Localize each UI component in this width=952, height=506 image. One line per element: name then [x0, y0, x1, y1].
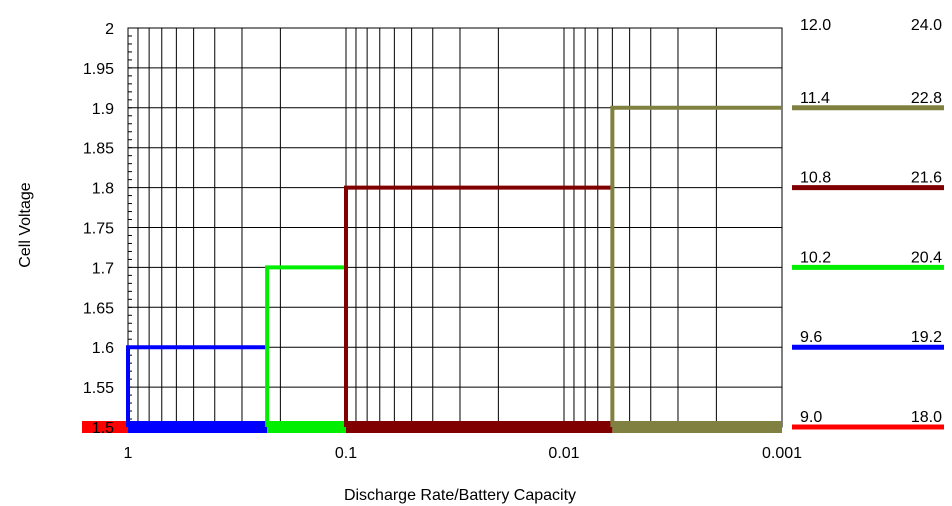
y-tick-label: 1.6: [92, 340, 114, 357]
side-label-24v: 24.0: [911, 17, 942, 34]
side-label-24v: 22.8: [911, 90, 942, 107]
side-label-12v: 9.6: [800, 329, 822, 346]
x-tick-labels: 1 0.1 0.01 0.001: [124, 445, 803, 462]
series-step-line: [265, 265, 346, 427]
y-tick-label: 1.75: [83, 221, 114, 238]
series-step-line: [126, 345, 268, 427]
x-axis-title: Discharge Rate/Battery Capacity: [344, 487, 576, 504]
y-tick-label: 1.65: [83, 300, 114, 317]
y-tick-label: 1.95: [83, 61, 114, 78]
side-label-12v: 10.8: [800, 170, 831, 187]
y-tick-label: 1.8: [92, 181, 114, 198]
side-label-24v: 18.0: [911, 409, 942, 426]
side-label-12v: 12.0: [800, 17, 831, 34]
y-axis-title: Cell Voltage: [17, 182, 34, 267]
right-side-labels: 12.0 24.0 11.4 22.8 10.8 21.6 10.2 20.4 9.6 19.2 9…: [792, 17, 944, 430]
side-label-12v: 9.0: [800, 409, 822, 426]
side-label-12v: 11.4: [800, 90, 830, 107]
x-tick-label: 0.1: [335, 445, 357, 462]
series-step-line: [610, 105, 782, 427]
y-tick-label: 1.9: [92, 101, 114, 118]
x-tick-label: 0.001: [762, 445, 802, 462]
y-tick-labels: 2 1.95 1.9 1.85 1.8 1.75 1.7 1.65 1.6 1.55 1.5: [83, 21, 114, 437]
y-tick-label: 1.5: [92, 420, 114, 437]
y-tick-label: 1.85: [83, 141, 114, 158]
x-tick-label: 0.01: [548, 445, 579, 462]
grid: [127, 27, 783, 428]
series-step-line: [344, 185, 613, 427]
side-label-12v: 10.2: [800, 249, 831, 266]
y-tick-label: 2: [105, 21, 114, 38]
side-label-24v: 20.4: [911, 249, 942, 266]
x-tick-label: 1: [124, 445, 133, 462]
y-tick-label: 1.55: [83, 380, 114, 397]
series-lines: [82, 105, 782, 433]
side-label-24v: 21.6: [911, 170, 942, 187]
side-label-24v: 19.2: [911, 329, 942, 346]
y-tick-label: 1.7: [92, 260, 114, 277]
